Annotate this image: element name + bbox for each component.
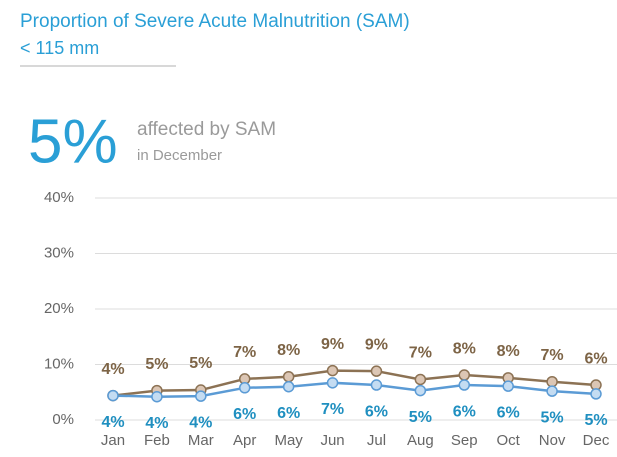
value-label: 4% <box>101 414 124 431</box>
value-label: 6% <box>277 405 300 422</box>
x-tick-label: Aug <box>407 432 434 449</box>
point <box>546 385 558 397</box>
point <box>370 365 383 377</box>
value-label: 7% <box>409 345 432 362</box>
value-label: 6% <box>233 406 256 423</box>
value-label: 8% <box>277 342 300 359</box>
value-label: 4% <box>189 414 212 431</box>
kpi-value: 5% <box>28 107 118 176</box>
value-label: 9% <box>365 336 388 353</box>
series-line <box>112 381 597 398</box>
x-tick-label: May <box>274 432 303 449</box>
value-label: 7% <box>541 347 564 364</box>
value-label: 7% <box>321 401 344 418</box>
value-label: 6% <box>497 404 520 421</box>
point <box>195 390 207 402</box>
value-label: 6% <box>584 350 607 367</box>
chart-title: Proportion of Severe Acute Malnutrition … <box>20 11 410 32</box>
point <box>107 389 119 402</box>
value-label: 5% <box>409 409 432 426</box>
value-label: 5% <box>584 412 607 429</box>
value-label: 6% <box>453 403 476 420</box>
x-tick-label: Sep <box>451 432 478 449</box>
series-line <box>112 369 597 397</box>
x-tick-label: Apr <box>233 432 256 449</box>
value-label: 5% <box>145 356 168 373</box>
x-tick-label: Jul <box>367 432 386 449</box>
value-label: 8% <box>453 340 476 357</box>
value-label: 4% <box>101 361 124 378</box>
y-tick-label: 0% <box>52 411 74 428</box>
value-label: 8% <box>497 343 520 360</box>
x-tick-label: Nov <box>539 432 566 449</box>
value-label: 6% <box>365 403 388 420</box>
value-label: 5% <box>189 355 212 372</box>
x-tick-label: Oct <box>497 432 521 449</box>
value-label: 7% <box>233 344 256 361</box>
value-label: 5% <box>541 409 564 426</box>
y-tick-label: 30% <box>44 244 74 261</box>
y-tick-label: 20% <box>44 300 74 317</box>
kpi-period: in December <box>137 147 222 164</box>
point <box>502 380 514 392</box>
x-tick-label: Jun <box>320 432 344 449</box>
value-label: 9% <box>321 336 344 353</box>
point <box>414 384 427 397</box>
kpi-text: affected by SAM <box>137 119 276 140</box>
point <box>458 379 471 391</box>
point <box>326 364 339 377</box>
point <box>151 390 163 403</box>
point <box>370 379 383 391</box>
point <box>326 377 339 389</box>
value-label: 4% <box>145 415 168 432</box>
x-tick-label: Jan <box>101 432 125 449</box>
x-tick-label: Dec <box>583 432 610 449</box>
y-tick-label: 10% <box>44 355 74 372</box>
point <box>590 388 602 400</box>
point <box>414 373 427 386</box>
point <box>546 375 558 388</box>
x-tick-label: Feb <box>144 432 170 449</box>
chart-subtitle: < 115 mm <box>20 38 99 58</box>
x-tick-label: Mar <box>188 432 214 449</box>
point <box>458 369 471 381</box>
point <box>282 380 295 393</box>
point <box>282 370 295 383</box>
y-tick-label: 40% <box>44 189 74 206</box>
point <box>238 382 251 394</box>
